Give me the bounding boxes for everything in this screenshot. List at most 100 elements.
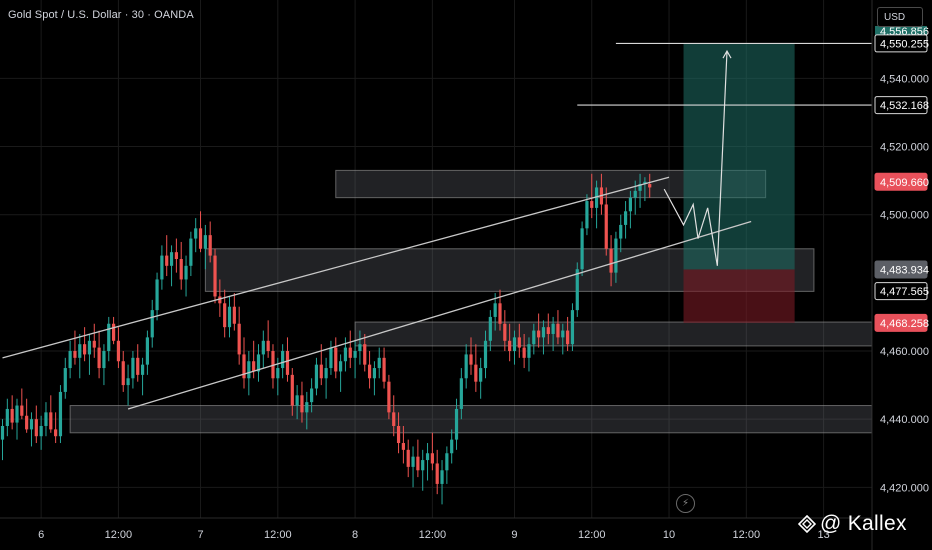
channel-lower-trendline[interactable] bbox=[127, 220, 752, 410]
long-position-stop-area[interactable] bbox=[683, 269, 795, 323]
price-label-badge[interactable] bbox=[874, 34, 928, 53]
candle-body bbox=[382, 357, 386, 382]
price-label-badge[interactable] bbox=[874, 172, 928, 191]
candle-body bbox=[34, 419, 38, 437]
candle-body bbox=[97, 347, 101, 369]
candle-body bbox=[131, 357, 135, 379]
candle-body bbox=[78, 344, 82, 358]
candle-body bbox=[570, 310, 575, 345]
candle-body bbox=[638, 184, 642, 191]
candle-body bbox=[392, 412, 396, 426]
watermark-text: @ Kallex bbox=[820, 512, 907, 535]
price-label-badge[interactable] bbox=[874, 96, 928, 115]
grid bbox=[0, 0, 872, 518]
price-label-text: 4,509.660 bbox=[880, 177, 929, 189]
candle-body bbox=[155, 279, 159, 311]
candle-body bbox=[213, 255, 217, 297]
candle-body bbox=[126, 378, 130, 386]
candle-body bbox=[483, 340, 488, 369]
projection-path[interactable] bbox=[663, 51, 728, 266]
candle-body bbox=[594, 187, 599, 208]
candle-body bbox=[623, 211, 628, 225]
price-tick-label: 4,440.000 bbox=[880, 414, 929, 426]
price-tick-label: 4,540.000 bbox=[880, 73, 929, 85]
candle-body bbox=[479, 368, 483, 382]
currency-button[interactable]: USD bbox=[877, 7, 923, 27]
candle-body bbox=[136, 357, 140, 375]
candle-body bbox=[92, 340, 96, 348]
candle-body bbox=[0, 425, 5, 440]
candle-body bbox=[271, 351, 275, 379]
candle-body bbox=[454, 408, 459, 440]
candle-body bbox=[522, 347, 526, 358]
time-tick-label: 10 bbox=[663, 529, 675, 541]
candle-body bbox=[474, 364, 478, 382]
candle-body bbox=[160, 255, 164, 280]
candle-body bbox=[416, 456, 420, 471]
candle-body bbox=[614, 238, 618, 273]
candle-body bbox=[425, 453, 430, 461]
long-position-target-area[interactable] bbox=[683, 43, 795, 270]
candle-body bbox=[628, 197, 632, 212]
projection-arrow-head bbox=[722, 49, 732, 59]
time-tick-label: 13 bbox=[817, 529, 829, 541]
price-tick-label: 4,500.000 bbox=[880, 210, 929, 222]
candle-body bbox=[421, 460, 425, 471]
price-label-text: 4,477.565 bbox=[880, 286, 929, 298]
candle-body bbox=[121, 361, 125, 386]
candle-body bbox=[276, 368, 280, 379]
support-resistance-zone[interactable] bbox=[354, 321, 873, 347]
price-label-badge[interactable] bbox=[874, 260, 928, 279]
time-tick-label: 12:00 bbox=[105, 529, 133, 541]
candle-body bbox=[310, 388, 314, 403]
price-tick-label: 4,520.000 bbox=[880, 142, 929, 154]
candle-body bbox=[372, 368, 377, 379]
candle-body bbox=[208, 235, 212, 256]
price-label-text: 4,550.255 bbox=[880, 38, 929, 50]
position-tool[interactable] bbox=[683, 43, 795, 323]
candle-body bbox=[343, 347, 348, 362]
candle-body bbox=[49, 412, 53, 430]
candle-body bbox=[532, 330, 536, 345]
top-price-label-badge bbox=[875, 26, 927, 36]
candle-body bbox=[165, 255, 169, 266]
candle-body bbox=[566, 330, 570, 345]
candle-body bbox=[590, 201, 594, 208]
candle-body bbox=[459, 378, 463, 409]
candle-body bbox=[29, 419, 34, 430]
candle-body bbox=[358, 344, 362, 352]
candle-body bbox=[643, 181, 647, 185]
candle-body bbox=[58, 391, 63, 437]
candle-body bbox=[169, 252, 174, 266]
price-label-badge[interactable] bbox=[874, 313, 928, 332]
candle-body bbox=[266, 340, 270, 352]
candle-body bbox=[324, 368, 328, 379]
candle-body bbox=[469, 354, 473, 365]
time-axis[interactable]: 6 12:00 7 12:00 8 12:00 9 12:00 10 12:00 13 bbox=[0, 517, 872, 541]
price-axis[interactable]: 4,420.000 4,440.000 4,460.000 4,500.000 4,52… bbox=[871, 0, 932, 550]
candle-body bbox=[401, 443, 405, 450]
lightning-icon[interactable]: ⚡ bbox=[676, 494, 695, 513]
candle-body bbox=[546, 327, 550, 334]
candle-body bbox=[430, 453, 434, 464]
candle-body bbox=[145, 337, 149, 365]
support-resistance-zone[interactable] bbox=[69, 405, 873, 434]
time-tick-label: 12:00 bbox=[419, 529, 447, 541]
candle-body bbox=[116, 340, 121, 362]
candle-body bbox=[25, 415, 29, 430]
price-label-badge[interactable] bbox=[874, 282, 928, 301]
drawings[interactable] bbox=[2, 42, 873, 410]
channel-upper-trendline[interactable] bbox=[2, 176, 670, 359]
candle-body bbox=[107, 323, 111, 352]
candle-body bbox=[237, 323, 241, 355]
candle-body bbox=[450, 439, 454, 454]
symbol-title[interactable]: Gold Spot / U.S. Dollar · 30 · OANDA bbox=[8, 9, 194, 21]
candle-body bbox=[295, 395, 299, 406]
time-tick-label: 12:00 bbox=[733, 529, 761, 541]
author-watermark: @ Kallex bbox=[797, 512, 907, 536]
candle-body bbox=[580, 228, 584, 270]
candle-body bbox=[189, 238, 193, 266]
candle-body bbox=[464, 354, 468, 379]
candle-body bbox=[285, 351, 290, 375]
